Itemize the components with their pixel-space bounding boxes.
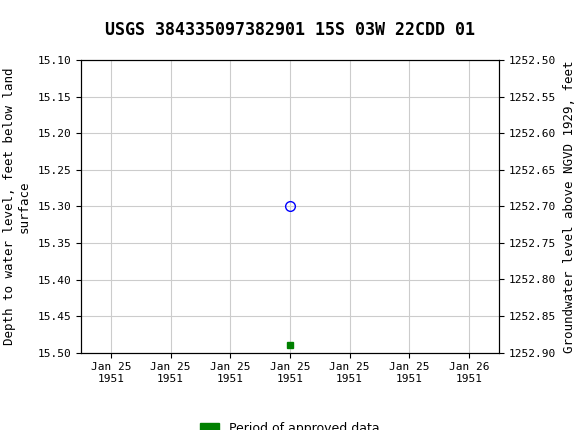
Y-axis label: Depth to water level, feet below land
surface: Depth to water level, feet below land su… [3, 68, 31, 345]
Text: USGS 384335097382901 15S 03W 22CDD 01: USGS 384335097382901 15S 03W 22CDD 01 [105, 21, 475, 39]
Text: ≡USGS: ≡USGS [6, 6, 64, 26]
Y-axis label: Groundwater level above NGVD 1929, feet: Groundwater level above NGVD 1929, feet [563, 60, 576, 353]
Legend: Period of approved data: Period of approved data [195, 417, 385, 430]
